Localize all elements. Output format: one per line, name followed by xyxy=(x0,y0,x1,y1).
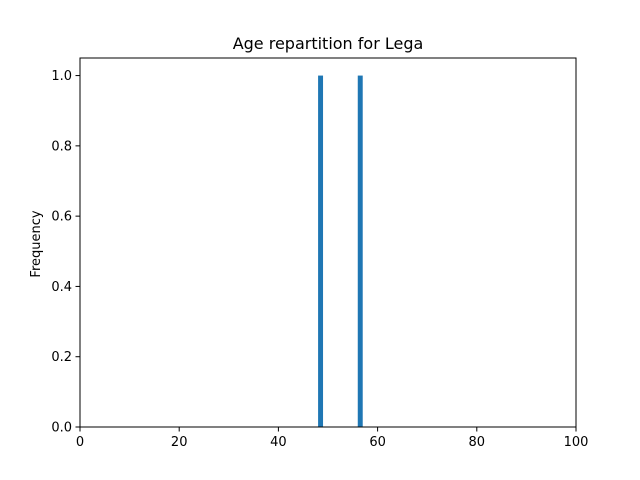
y-tick-label-2: 0.4 xyxy=(51,280,72,295)
y-tick-label-5: 1.0 xyxy=(51,69,72,84)
y-axis-label: Frequency xyxy=(29,210,44,277)
plot-area: 0 20 40 60 80 100 0.0 0.2 0.4 0.6 0.8 1.0 xyxy=(51,57,589,450)
x-tick-label-3: 60 xyxy=(369,435,386,450)
y-tick-label-1: 0.2 xyxy=(51,350,72,365)
x-tick-label-0: 0 xyxy=(76,435,84,450)
x-tick-label-1: 20 xyxy=(171,435,188,450)
y-tick-label-0: 0.0 xyxy=(51,421,72,436)
x-tick-label-2: 40 xyxy=(270,435,287,450)
x-tick-label-5: 100 xyxy=(564,435,589,450)
x-tick-label-4: 80 xyxy=(469,435,486,450)
y-tick-label-3: 0.6 xyxy=(51,210,72,225)
bar-0 xyxy=(318,75,324,428)
y-tick-label-4: 0.8 xyxy=(51,139,72,154)
bar-1 xyxy=(357,75,363,428)
chart-title: Age repartition for Lega xyxy=(233,34,424,53)
axes-frame xyxy=(79,57,577,428)
